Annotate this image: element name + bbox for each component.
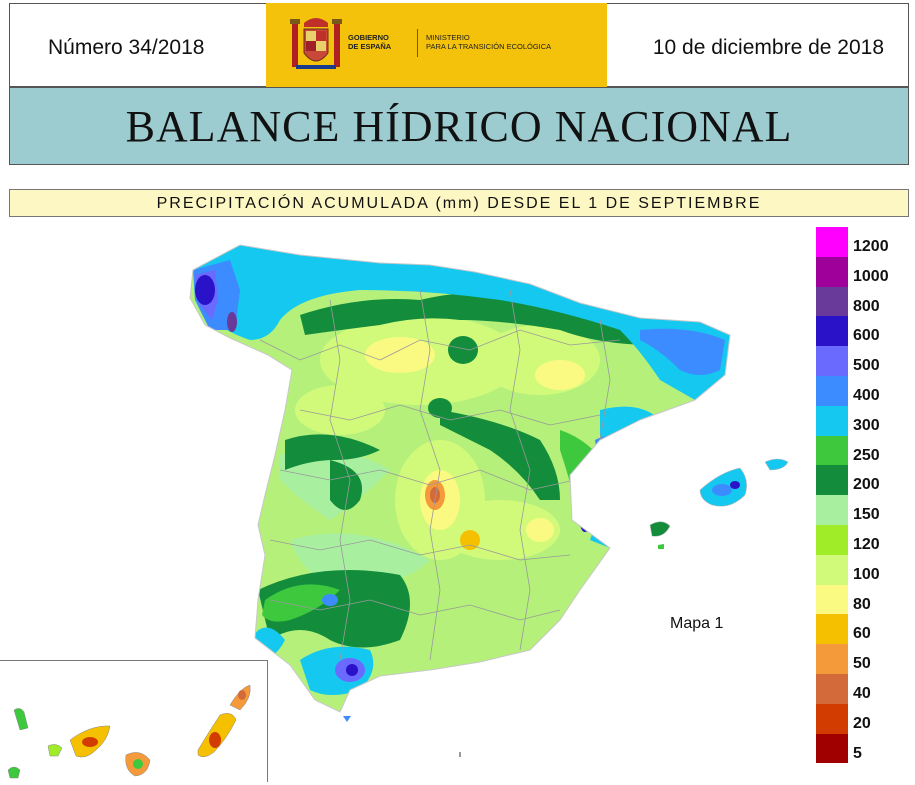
- legend-swatch: [816, 554, 848, 585]
- logo-divider: [417, 29, 418, 57]
- legend-label: 60: [853, 625, 871, 643]
- canary-inset-frame: [0, 660, 268, 782]
- coat-of-arms-icon: [290, 18, 342, 69]
- legend-label: 800: [853, 297, 880, 315]
- legend-swatch: [816, 316, 848, 347]
- map-label: Mapa 1: [670, 615, 724, 632]
- legend-swatch: [816, 435, 848, 466]
- government-logo-banner: GOBIERNO DE ESPAÑA MINISTERIO PARA LA TR…: [266, 3, 607, 87]
- legend-label: 400: [853, 387, 880, 404]
- ministerio-label: MINISTERIO PARA LA TRANSICIÓN ECOLÓGICA: [426, 33, 552, 51]
- legend-label: 40: [853, 685, 871, 702]
- legend-swatch: [816, 614, 848, 645]
- legend-swatch: [816, 346, 848, 376]
- iberian-peninsula-shape: [190, 245, 730, 712]
- legend-swatch: [816, 584, 848, 615]
- legend-label: 100: [853, 565, 880, 583]
- gobierno-label: GOBIERNO DE ESPAÑA: [348, 33, 392, 51]
- bulletin-header: Número 34/2018 GOBIERNO DE ESPAÑA MINIST…: [9, 3, 909, 87]
- legend-swatch: [816, 256, 848, 287]
- legend-swatch: [816, 495, 848, 525]
- title-bar: BALANCE HÍDRICO NACIONAL: [9, 87, 909, 165]
- legend-label: 200: [853, 476, 880, 494]
- legend-label: 500: [853, 357, 880, 375]
- legend-swatch: [816, 286, 848, 317]
- legend-label: 80: [853, 595, 871, 613]
- legend-label: 1200: [853, 238, 889, 255]
- legend-label: 120: [853, 536, 880, 553]
- legend-swatch: [816, 524, 848, 555]
- legend-swatch: [816, 644, 848, 674]
- page-title: BALANCE HÍDRICO NACIONAL: [125, 102, 793, 151]
- bulletin-number: Número 34/2018: [48, 36, 205, 59]
- melilla-marker: [459, 752, 461, 757]
- legend-label: 50: [853, 655, 871, 673]
- legend-swatch: [816, 227, 848, 257]
- legend-swatch: [816, 733, 848, 764]
- legend-swatch: [816, 405, 848, 436]
- legend-label: 1000: [853, 267, 889, 285]
- ceuta-marker: [343, 716, 351, 722]
- balearic-islands-shape: [649, 458, 789, 549]
- legend-label: 600: [853, 327, 880, 345]
- legend-label: 250: [853, 446, 880, 464]
- canary-islands-shape: [7, 684, 251, 779]
- bulletin-date: 10 de diciembre de 2018: [652, 36, 884, 59]
- peninsula-outline: [189, 244, 731, 713]
- legend-colorbar: [816, 227, 848, 764]
- legend-label: 5: [853, 744, 862, 762]
- legend-swatch: [816, 375, 848, 406]
- legend-label: 300: [853, 416, 880, 434]
- legend-swatch: [816, 465, 848, 496]
- legend-label: 20: [853, 714, 871, 732]
- legend-label: 150: [853, 506, 880, 524]
- legend-swatch: [816, 673, 848, 704]
- legend-swatch: [816, 703, 848, 734]
- map-subtitle: PRECIPITACIÓN ACUMULADA (mm) DESDE EL 1 …: [9, 189, 909, 217]
